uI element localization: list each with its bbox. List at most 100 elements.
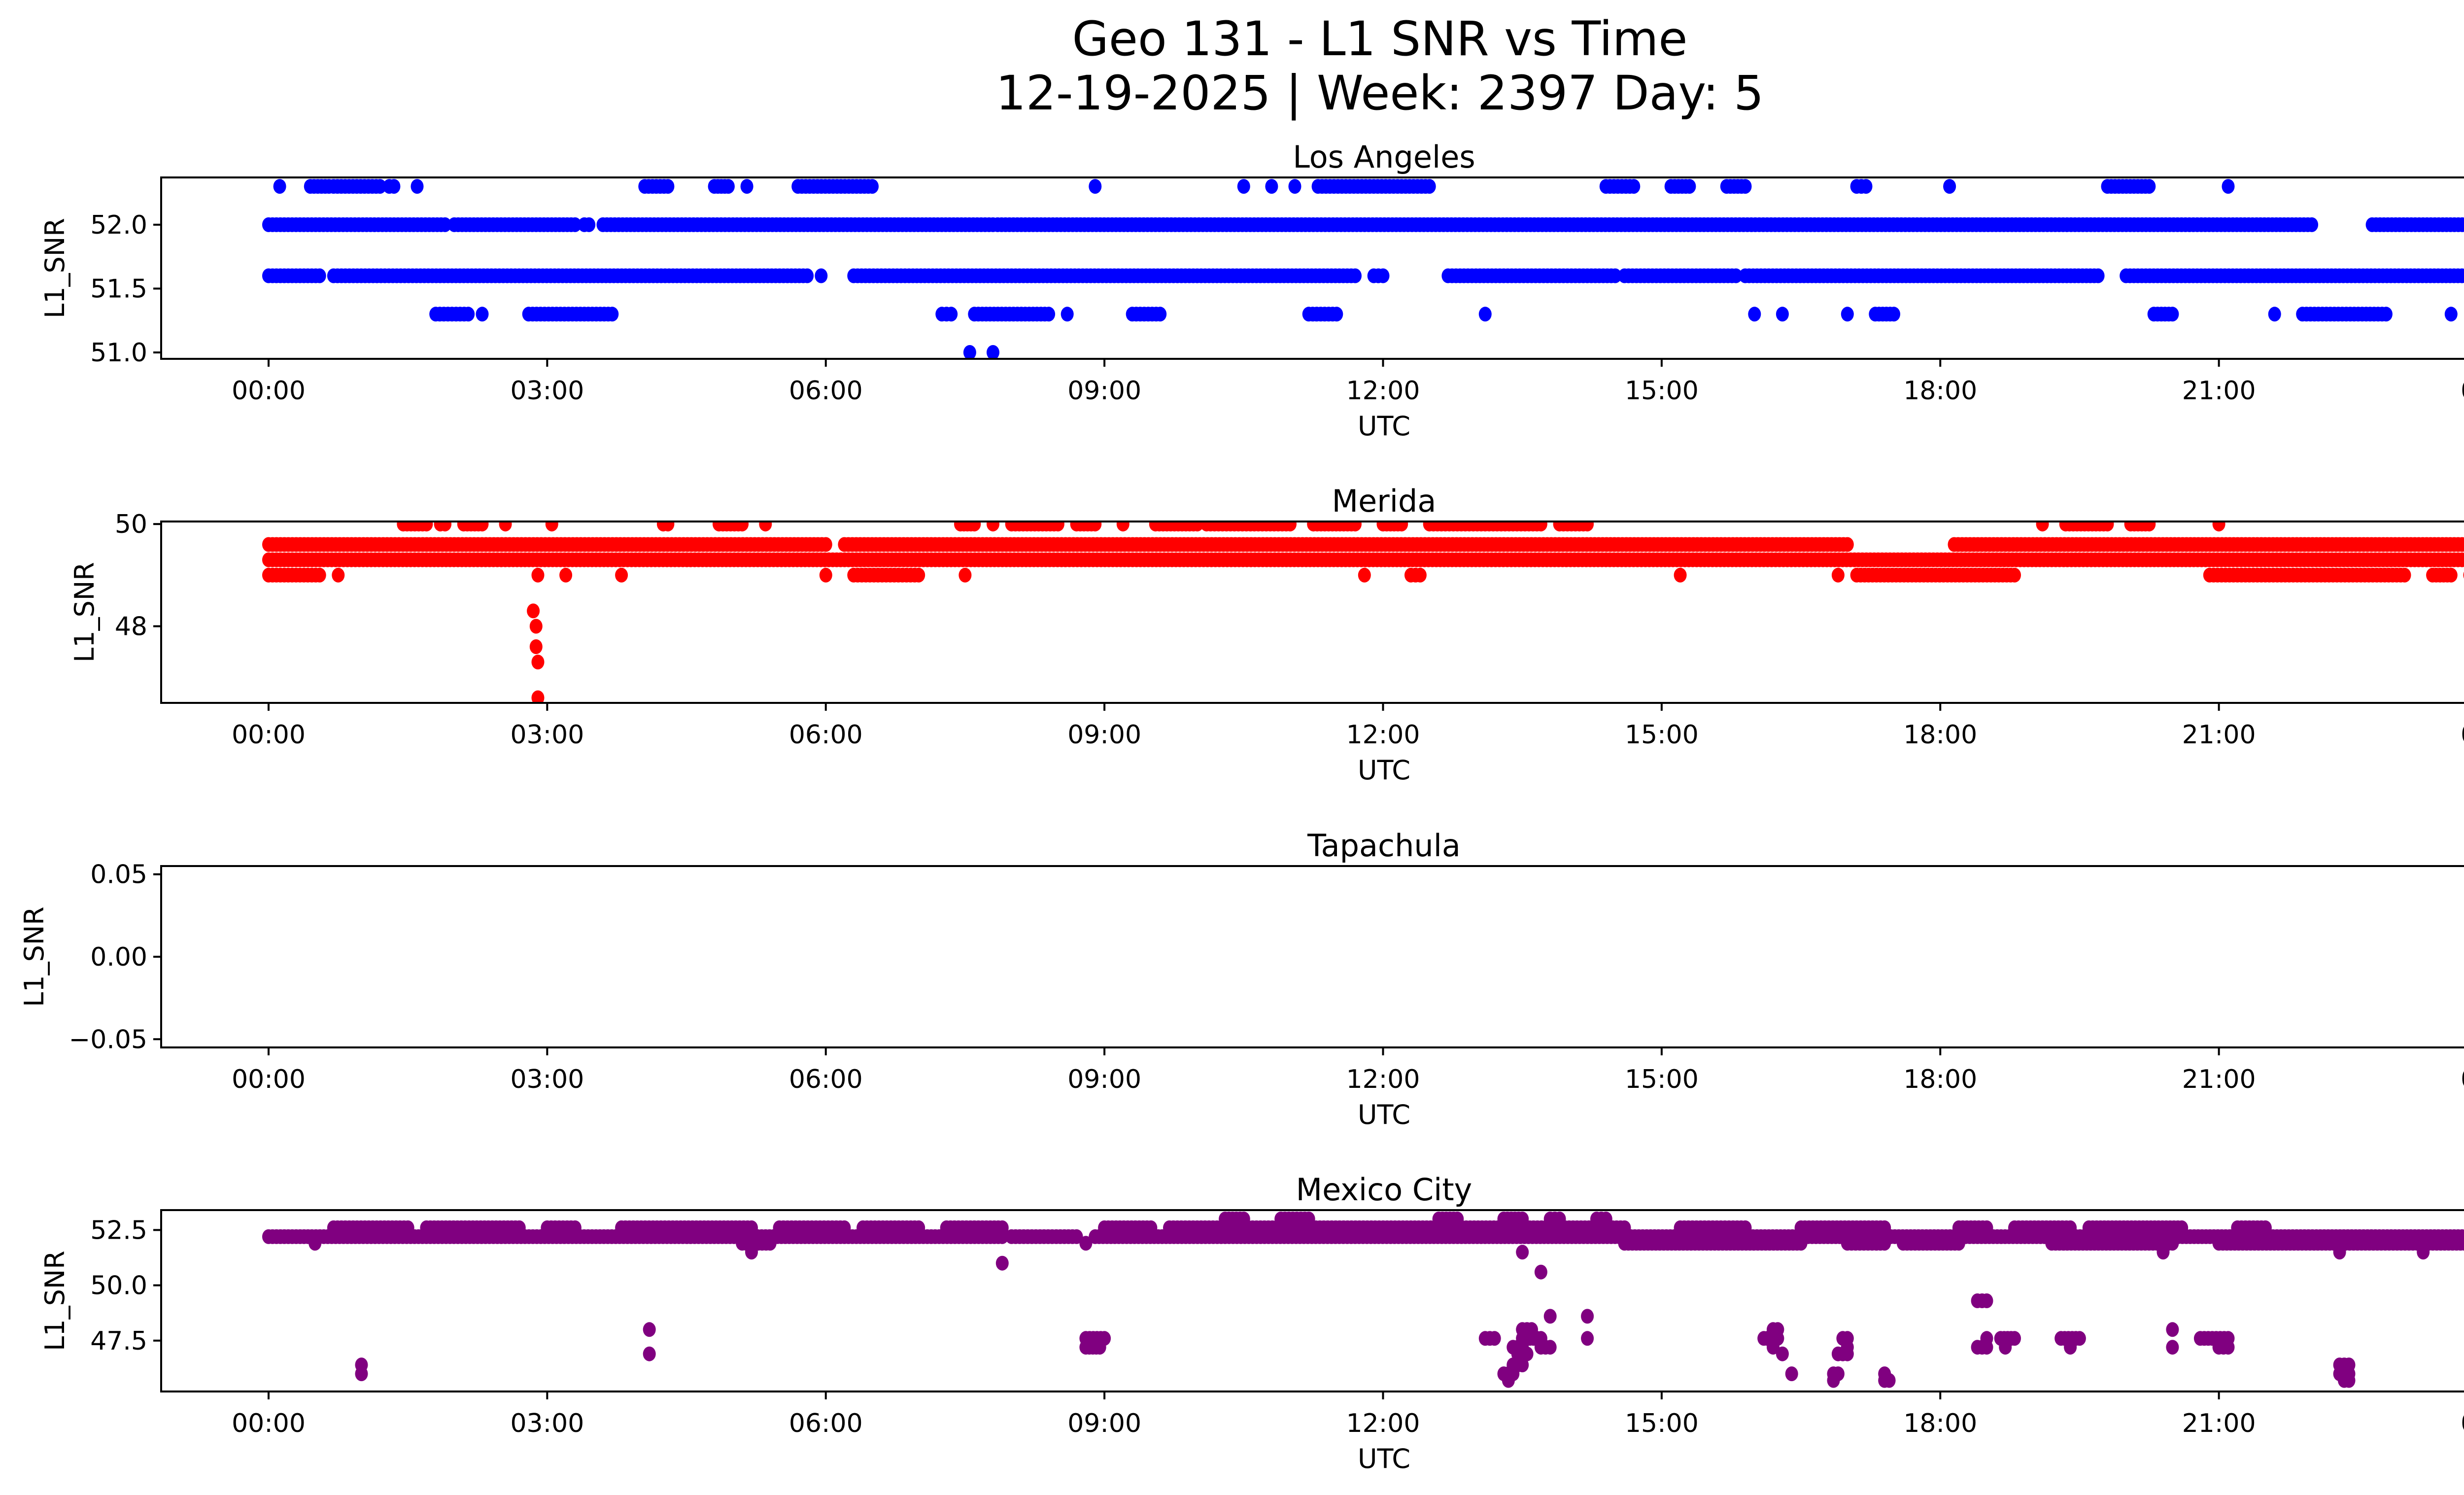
data-point bbox=[995, 1229, 1009, 1244]
data-point bbox=[1980, 1340, 1993, 1355]
data-point bbox=[1683, 179, 1696, 194]
subplot-title: Mexico City bbox=[1296, 1172, 1472, 1208]
data-point bbox=[2166, 1340, 2179, 1355]
data-point bbox=[1952, 1236, 1965, 1251]
data-point bbox=[332, 567, 345, 583]
data-point bbox=[2398, 567, 2411, 583]
data-point bbox=[643, 1346, 656, 1361]
data-point bbox=[273, 179, 286, 194]
y-tick-label: 0.00 bbox=[90, 942, 147, 972]
y-axis-label: L1_SNR bbox=[19, 906, 50, 1007]
data-point bbox=[2091, 268, 2105, 283]
data-point bbox=[2417, 1245, 2430, 1260]
data-point bbox=[721, 179, 735, 194]
data-point bbox=[476, 522, 489, 532]
data-point bbox=[527, 603, 540, 619]
x-tick-label: 15:00 bbox=[1625, 1409, 1699, 1438]
data-point bbox=[1980, 1293, 1993, 1308]
data-point bbox=[1516, 1212, 1529, 1226]
data-point bbox=[2460, 217, 2464, 232]
x-tick-label: 06:00 bbox=[789, 720, 863, 750]
data-point bbox=[1349, 268, 1362, 283]
data-point bbox=[1284, 522, 1297, 532]
data-point bbox=[476, 307, 489, 322]
data-point bbox=[2460, 553, 2464, 567]
data-point bbox=[529, 619, 543, 634]
data-point bbox=[2460, 537, 2464, 552]
y-tick-label: 50 bbox=[115, 510, 147, 539]
x-tick-label: 03:00 bbox=[510, 720, 584, 750]
x-tick-label: 09:00 bbox=[1067, 376, 1141, 406]
data-point bbox=[2166, 1236, 2179, 1251]
y-tick-label: 51.5 bbox=[90, 274, 147, 304]
data-point bbox=[987, 345, 999, 359]
subplot-title: Los Angeles bbox=[1293, 139, 1475, 175]
x-tick-label: 03:00 bbox=[510, 1065, 584, 1094]
y-tick-label: 51.0 bbox=[90, 338, 147, 368]
data-point bbox=[313, 268, 326, 283]
data-point bbox=[531, 690, 545, 703]
data-point bbox=[1878, 1236, 1891, 1251]
data-point bbox=[1859, 179, 1873, 194]
y-tick-label: 52.0 bbox=[90, 210, 147, 240]
data-point bbox=[1794, 1236, 1808, 1251]
data-point bbox=[1785, 1366, 1798, 1382]
data-point bbox=[995, 1255, 1009, 1271]
data-point bbox=[2156, 1245, 2170, 1260]
data-point bbox=[1089, 179, 1102, 194]
x-tick-label: 00:00 bbox=[2461, 376, 2464, 406]
data-point bbox=[1237, 1212, 1250, 1226]
data-point bbox=[615, 567, 628, 583]
data-point bbox=[1070, 1229, 1083, 1244]
data-point bbox=[1534, 522, 1547, 532]
data-point bbox=[2458, 1236, 2464, 1251]
x-tick-label: 12:00 bbox=[1346, 376, 1420, 406]
data-point bbox=[499, 522, 512, 532]
data-point bbox=[2305, 217, 2319, 232]
y-tick-label: 0.05 bbox=[90, 860, 147, 890]
data-point bbox=[1302, 1212, 1315, 1226]
data-point bbox=[462, 307, 475, 322]
data-point bbox=[1748, 307, 1761, 322]
data-point bbox=[759, 522, 772, 532]
data-point bbox=[958, 567, 972, 583]
data-point bbox=[2008, 1331, 2021, 1346]
data-point bbox=[531, 655, 545, 670]
data-point bbox=[2101, 522, 2114, 532]
x-tick-label: 00:00 bbox=[2461, 1065, 2464, 1094]
data-point bbox=[2222, 179, 2235, 194]
data-point bbox=[1042, 307, 1056, 322]
data-point bbox=[2444, 307, 2458, 322]
data-point bbox=[1089, 522, 1102, 532]
data-point bbox=[1520, 1346, 1534, 1361]
data-point bbox=[1581, 522, 1594, 532]
data-point bbox=[1516, 1357, 1529, 1373]
data-point bbox=[1543, 1309, 1557, 1324]
x-tick-label: 09:00 bbox=[1067, 720, 1141, 750]
subplot-los-angeles: Los Angeles 51.0 51.5 52.0 00:00 03:00 06:00 09… bbox=[39, 139, 2464, 442]
data-point bbox=[1478, 307, 1492, 322]
data-point bbox=[963, 345, 976, 359]
data-point bbox=[531, 567, 545, 583]
scatter-series bbox=[262, 179, 2464, 359]
x-tick-label: 21:00 bbox=[2182, 1065, 2256, 1094]
data-point bbox=[1882, 1373, 1896, 1388]
x-tick-label: 15:00 bbox=[1625, 720, 1699, 750]
data-point bbox=[1079, 1236, 1093, 1251]
x-axis-label: UTC bbox=[1358, 1099, 1410, 1130]
data-point bbox=[1729, 268, 1743, 283]
x-axis-label: UTC bbox=[1358, 411, 1410, 442]
data-point bbox=[2379, 307, 2393, 322]
data-point bbox=[439, 522, 452, 532]
figure-subtitle: 12-19-2025 | Week: 2397 Day: 5 bbox=[996, 66, 1764, 121]
data-point bbox=[1288, 179, 1301, 194]
data-point bbox=[1349, 522, 1362, 532]
data-point bbox=[1887, 307, 1900, 322]
data-point bbox=[740, 179, 753, 194]
subplot-title: Merida bbox=[1332, 483, 1437, 519]
data-point bbox=[1358, 567, 1371, 583]
data-point bbox=[1776, 307, 1789, 322]
data-point bbox=[545, 522, 558, 532]
data-point bbox=[1093, 1340, 1106, 1355]
